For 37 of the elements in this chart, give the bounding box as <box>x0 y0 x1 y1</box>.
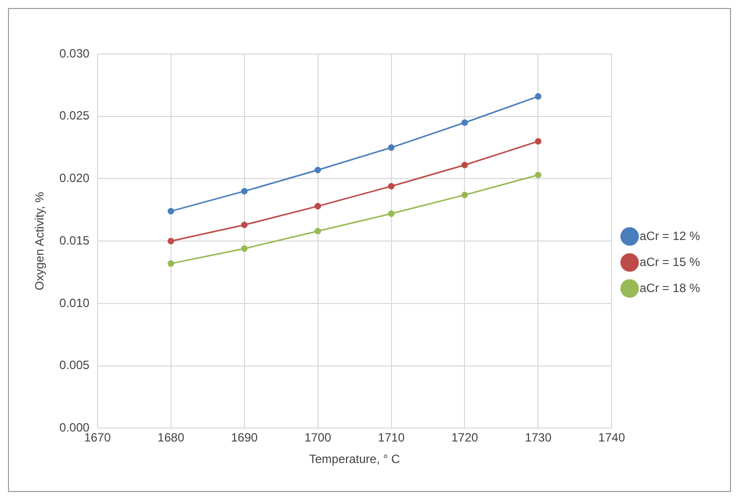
legend-label: aCr = 12 % <box>640 228 700 243</box>
point <box>461 119 468 126</box>
x-tick-label: 1720 <box>451 430 478 445</box>
point <box>241 245 248 252</box>
legend-label: aCr = 15 % <box>640 254 700 269</box>
point <box>388 144 395 151</box>
x-axis-title: Temperature, ° C <box>309 452 400 466</box>
point <box>461 162 468 168</box>
point <box>314 202 322 210</box>
point <box>168 260 174 267</box>
x-tick-label: 1670 <box>84 430 112 445</box>
legend-label: aCr = 18 % <box>640 280 700 295</box>
x-tick-label: 1680 <box>158 430 185 445</box>
point <box>534 138 542 145</box>
x-tick-label: 1710 <box>378 430 405 445</box>
point <box>314 166 322 174</box>
point <box>534 172 542 178</box>
y-tick-label: 0.020 <box>59 171 90 186</box>
point <box>241 222 248 228</box>
x-tick-label: 1740 <box>598 430 626 445</box>
y-tick-label: 0.010 <box>59 296 90 310</box>
y-axis-title: Oxygen Activity, % <box>32 192 47 290</box>
point <box>314 228 322 234</box>
x-tick-label: 1730 <box>524 430 552 445</box>
y-tick-label: 0.015 <box>59 233 90 248</box>
point <box>168 238 174 244</box>
point <box>388 182 395 190</box>
y-tick-label: 0.030 <box>59 46 90 60</box>
point <box>241 188 248 194</box>
x-tick-label: 1690 <box>230 430 258 445</box>
y-tick-label: 0.025 <box>59 108 90 123</box>
y-tick-label: 0.005 <box>59 358 90 372</box>
point <box>388 210 395 217</box>
point <box>168 208 174 214</box>
point <box>534 93 542 100</box>
point <box>461 192 468 198</box>
x-tick-label: 1700 <box>304 430 332 445</box>
